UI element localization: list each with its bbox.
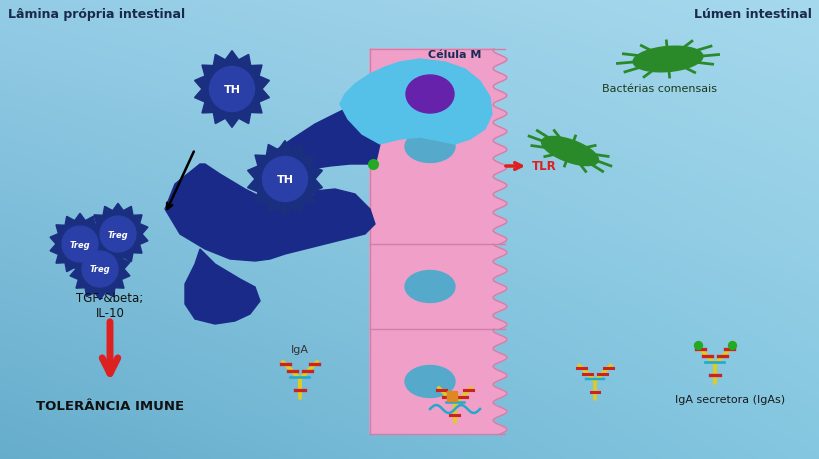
Circle shape: [100, 217, 136, 252]
Ellipse shape: [405, 271, 455, 303]
Polygon shape: [369, 50, 506, 245]
Ellipse shape: [405, 131, 455, 163]
Polygon shape: [165, 165, 374, 262]
Polygon shape: [340, 60, 491, 145]
Polygon shape: [247, 141, 322, 218]
Polygon shape: [369, 245, 506, 329]
FancyBboxPatch shape: [446, 391, 456, 401]
Text: Lâmina própria intestinal: Lâmina própria intestinal: [8, 8, 185, 21]
Text: Lúmen intestinal: Lúmen intestinal: [693, 8, 811, 21]
Text: IgA secretora (IgAs): IgA secretora (IgAs): [674, 394, 784, 404]
Text: TGF-&beta;
IL-10: TGF-&beta; IL-10: [76, 291, 143, 319]
Text: TH: TH: [276, 174, 293, 185]
Polygon shape: [260, 100, 385, 191]
Polygon shape: [70, 239, 129, 300]
Text: TLR: TLR: [532, 160, 556, 173]
Text: Bactérias comensais: Bactérias comensais: [602, 84, 717, 94]
Ellipse shape: [405, 76, 454, 114]
Text: TH: TH: [224, 85, 240, 95]
Polygon shape: [369, 329, 506, 434]
Circle shape: [62, 226, 98, 263]
Circle shape: [82, 252, 118, 287]
Polygon shape: [185, 249, 260, 325]
Text: Célula M: Célula M: [428, 50, 481, 60]
Polygon shape: [50, 214, 110, 275]
Text: Treg: Treg: [107, 230, 128, 239]
Ellipse shape: [405, 366, 455, 397]
Text: Treg: Treg: [70, 240, 90, 249]
Polygon shape: [88, 204, 147, 265]
Text: TOLERÂNCIA IMUNE: TOLERÂNCIA IMUNE: [36, 399, 183, 412]
Circle shape: [209, 67, 254, 112]
Text: Treg: Treg: [89, 265, 111, 274]
Polygon shape: [194, 51, 269, 128]
Circle shape: [262, 157, 307, 202]
Text: IgA: IgA: [291, 344, 309, 354]
Polygon shape: [632, 47, 702, 73]
Polygon shape: [541, 137, 598, 166]
